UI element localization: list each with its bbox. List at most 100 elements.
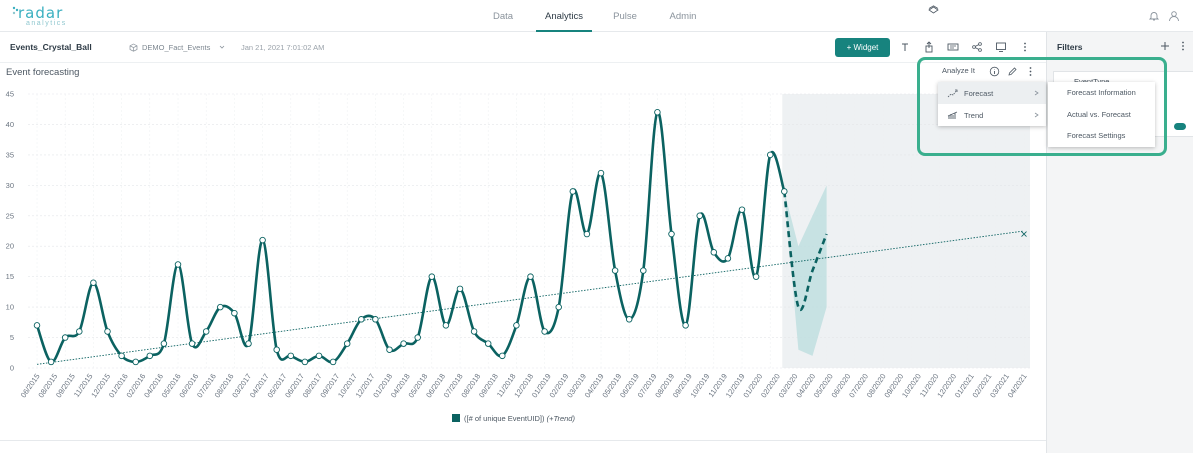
data-point bbox=[625, 316, 633, 323]
nav-tab-admin[interactable]: Admin bbox=[669, 11, 697, 22]
data-point bbox=[414, 334, 421, 341]
data-point bbox=[202, 328, 210, 335]
divider bbox=[0, 440, 1046, 441]
forecast-icon bbox=[947, 89, 958, 98]
menu-item-forecast[interactable]: Forecast bbox=[938, 82, 1046, 104]
data-point bbox=[329, 358, 337, 366]
logo-mark-icon bbox=[12, 6, 19, 15]
chart-widget: Event forecasting bbox=[0, 62, 1046, 440]
data-point bbox=[470, 328, 478, 335]
data-point bbox=[174, 261, 182, 268]
data-point bbox=[541, 328, 548, 335]
add-filter-icon[interactable] bbox=[1159, 40, 1171, 52]
user-icon[interactable] bbox=[1168, 10, 1180, 22]
datasource-selector[interactable]: DEMO_Fact_Events bbox=[142, 43, 211, 52]
data-point bbox=[640, 267, 647, 274]
submenu-actual-vs-forecast[interactable]: Actual vs. Forecast bbox=[1067, 110, 1131, 119]
data-point bbox=[47, 358, 55, 366]
y-tick-label: 15 bbox=[6, 272, 14, 281]
cube-icon bbox=[129, 43, 138, 52]
data-point bbox=[583, 230, 591, 238]
analyze-icon[interactable] bbox=[928, 5, 939, 14]
analyze-it-button[interactable]: Analyze It bbox=[942, 66, 975, 75]
data-point bbox=[188, 340, 196, 347]
data-point bbox=[682, 322, 689, 329]
data-point bbox=[724, 255, 732, 262]
chevron-down-icon[interactable] bbox=[219, 44, 225, 50]
dashboard-title: Events_Crystal_Ball bbox=[10, 42, 92, 52]
y-tick-label: 0 bbox=[10, 364, 14, 373]
data-point bbox=[569, 188, 577, 195]
data-point bbox=[90, 279, 97, 287]
monitor-icon[interactable] bbox=[995, 41, 1007, 53]
more-options-icon[interactable] bbox=[1019, 41, 1031, 53]
data-point bbox=[738, 206, 746, 213]
y-tick-label: 20 bbox=[6, 242, 14, 251]
y-tick-label: 25 bbox=[6, 211, 14, 220]
data-point bbox=[752, 273, 760, 280]
data-point bbox=[696, 212, 703, 220]
nav-tab-data[interactable]: Data bbox=[492, 11, 514, 22]
data-point bbox=[499, 352, 506, 360]
data-point bbox=[343, 340, 351, 347]
bell-icon[interactable] bbox=[1148, 10, 1160, 22]
data-point bbox=[668, 230, 675, 238]
nav-tab-pulse[interactable]: Pulse bbox=[613, 11, 637, 22]
data-point bbox=[132, 358, 139, 366]
data-point bbox=[400, 340, 407, 347]
line-chart[interactable]: 05101520253035404506/201508/201509/20151… bbox=[0, 80, 1046, 415]
chart-legend[interactable]: ([# of unique EventUID]) (+Trend) bbox=[452, 414, 575, 423]
data-point bbox=[654, 109, 661, 116]
y-tick-label: 30 bbox=[6, 181, 14, 190]
export-icon[interactable] bbox=[923, 41, 935, 53]
data-point bbox=[766, 151, 774, 159]
filters-more-icon[interactable] bbox=[1177, 40, 1189, 52]
data-point bbox=[231, 309, 238, 317]
data-point bbox=[61, 334, 69, 341]
info-icon[interactable] bbox=[989, 66, 1000, 77]
menu-item-trend[interactable]: Trend bbox=[938, 104, 1046, 126]
legend-label: ([# of unique EventUID]) bbox=[464, 414, 545, 423]
data-point bbox=[442, 322, 450, 329]
logo-tagline: analytics bbox=[26, 20, 67, 27]
menu-label-trend: Trend bbox=[964, 111, 984, 120]
forecast-end-marker bbox=[1021, 231, 1027, 237]
data-point bbox=[372, 316, 379, 323]
chevron-right-icon bbox=[1034, 112, 1039, 118]
y-tick-label: 10 bbox=[6, 303, 14, 312]
y-tick-label: 35 bbox=[6, 150, 14, 159]
add-widget-button[interactable]: + Widget bbox=[835, 38, 890, 57]
data-point bbox=[273, 346, 280, 353]
data-point bbox=[217, 303, 224, 311]
nav-tab-analytics[interactable]: Analytics bbox=[536, 0, 592, 32]
trend-icon bbox=[947, 111, 958, 119]
widget-more-icon[interactable] bbox=[1025, 66, 1036, 77]
data-point bbox=[611, 267, 619, 274]
chevron-right-icon bbox=[1034, 90, 1039, 96]
submenu-forecast-information[interactable]: Forecast Information bbox=[1067, 88, 1136, 97]
dashboard-header: Events_Crystal_Ball DEMO_Fact_Events Jan… bbox=[0, 32, 1046, 62]
share-icon[interactable] bbox=[971, 41, 983, 53]
submenu-forecast-settings[interactable]: Forecast Settings bbox=[1067, 131, 1126, 140]
data-point bbox=[513, 322, 520, 329]
forecast-confidence-band bbox=[784, 185, 827, 356]
embed-icon[interactable] bbox=[947, 41, 959, 53]
data-point bbox=[386, 346, 393, 353]
data-point bbox=[287, 352, 295, 360]
text-format-icon[interactable] bbox=[899, 41, 911, 53]
filter-toggle[interactable] bbox=[1174, 123, 1186, 130]
data-point bbox=[781, 188, 788, 195]
widget-title: Event forecasting bbox=[6, 67, 80, 78]
filters-title: Filters bbox=[1057, 42, 1083, 52]
filter-label: EventType bbox=[1074, 77, 1109, 86]
refresh-timestamp: Jan 21, 2021 7:01:02 AM bbox=[241, 43, 325, 52]
data-point bbox=[301, 358, 309, 366]
edit-icon[interactable] bbox=[1007, 66, 1018, 77]
data-point bbox=[710, 249, 718, 256]
legend-trend-label: (+Trend) bbox=[546, 414, 575, 423]
data-point bbox=[259, 236, 266, 244]
y-tick-label: 40 bbox=[6, 120, 14, 129]
data-point bbox=[315, 352, 323, 360]
analyze-menu: Forecast Trend bbox=[938, 82, 1046, 126]
